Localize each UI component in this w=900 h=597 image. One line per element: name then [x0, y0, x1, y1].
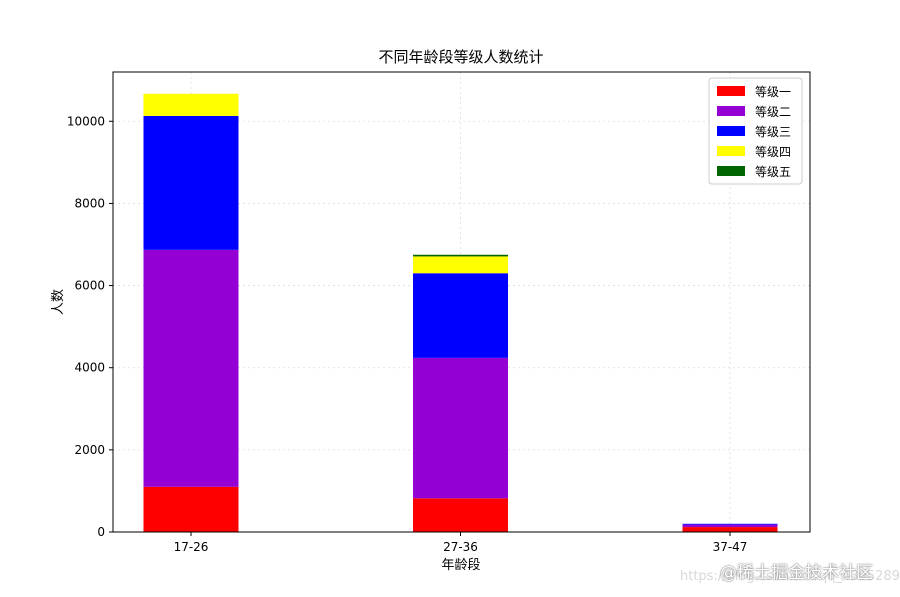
- x-axis: 17-26 27-36 37-47: [174, 532, 748, 554]
- y-axis: 0 2000 4000 6000 8000 10000: [67, 114, 113, 539]
- y-tick-label-5: 10000: [67, 114, 105, 128]
- bar-17-26-series-0: [143, 486, 239, 532]
- bar-37-47-series-1: [682, 524, 778, 528]
- x-tick-label-0: 17-26: [174, 540, 209, 554]
- legend-swatch-2: [717, 126, 745, 136]
- legend-label-4: 等级五: [755, 165, 791, 179]
- y-tick-label-2: 4000: [74, 361, 105, 375]
- legend-swatch-0: [717, 86, 745, 96]
- bar-27-36-series-1: [413, 357, 508, 499]
- y-tick-label-1: 2000: [74, 443, 105, 457]
- bar-27-36-series-4: [413, 254, 508, 257]
- legend-label-1: 等级二: [755, 105, 791, 119]
- chart-title: 不同年龄段等级人数统计: [378, 48, 543, 66]
- legend-swatch-4: [717, 166, 745, 176]
- watermark-brand: @稀土掘金技术社区: [720, 563, 873, 583]
- bar-17-26-series-3: [143, 93, 239, 116]
- legend-label-0: 等级一: [755, 85, 791, 99]
- bar-27-36-series-0: [413, 498, 508, 532]
- bar-27-36-series-2: [413, 273, 508, 358]
- legend-swatch-3: [717, 146, 745, 156]
- watermark-url: https://blog.csdn.net/qq_43952894: [680, 569, 900, 584]
- y-tick-label-3: 6000: [74, 279, 105, 293]
- y-axis-label: 人数: [51, 289, 66, 315]
- legend-swatch-1: [717, 106, 745, 116]
- bar-17-26-series-2: [143, 115, 239, 250]
- bar-17-26-series-1: [143, 249, 239, 487]
- legend-label-2: 等级三: [755, 125, 791, 139]
- x-axis-label: 年龄段: [441, 558, 480, 573]
- bars: [143, 93, 778, 532]
- x-tick-label-1: 27-36: [443, 540, 478, 554]
- bar-27-36-series-3: [413, 256, 508, 274]
- bar-37-47-series-2: [682, 523, 778, 525]
- bar-37-47-series-0: [682, 527, 778, 532]
- plot-frame: [112, 71, 811, 533]
- legend-label-3: 等级四: [755, 145, 791, 159]
- y-tick-label-4: 8000: [74, 196, 105, 210]
- y-tick-label-0: 0: [97, 525, 105, 539]
- legend-box: [708, 77, 803, 185]
- x-tick-label-2: 37-47: [713, 540, 748, 554]
